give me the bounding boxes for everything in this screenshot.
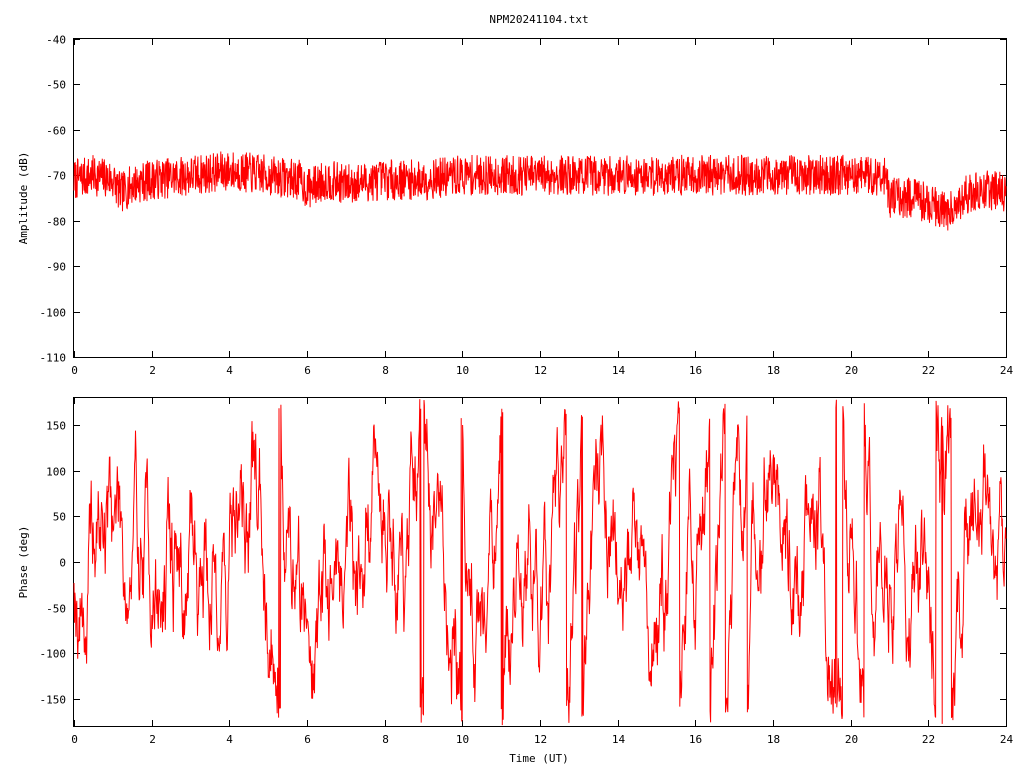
phase-y-tick-label: 100 <box>46 466 66 479</box>
amplitude-x-tick-label: 16 <box>689 364 702 377</box>
phase-x-tick-label: 4 <box>226 733 233 746</box>
amplitude-x-tick-label: 10 <box>456 364 469 377</box>
phase-panel: 0 2 4 6 8 10 12 14 16 18 20 22 24150100500-50-100-15… <box>17 397 1014 765</box>
amplitude-x-tick-label: 24 <box>1000 364 1014 377</box>
amplitude-x-tick-label: 22 <box>922 364 935 377</box>
phase-x-tick-label: 12 <box>534 733 547 746</box>
phase-x-tick-label: 2 <box>149 733 156 746</box>
chart-title: NPM20241104.txt <box>489 13 588 26</box>
phase-x-tick-label: 14 <box>612 733 626 746</box>
amplitude-x-tick-label: 4 <box>226 364 233 377</box>
amplitude-y-axis-label: Amplitude (dB) <box>17 152 30 245</box>
phase-y-tick-label: -50 <box>46 603 66 616</box>
phase-y-tick-label: 50 <box>53 511 66 524</box>
phase-y-axis-label: Phase (deg) <box>17 526 30 599</box>
amplitude-x-tick-label: 0 <box>71 364 78 377</box>
amplitude-y-tick-label: -60 <box>46 125 66 138</box>
amplitude-x-tick-label: 6 <box>304 364 311 377</box>
amplitude-x-tick-label: 8 <box>382 364 389 377</box>
amplitude-y-tick-label: -80 <box>46 216 66 229</box>
phase-x-tick-label: 22 <box>922 733 935 746</box>
amplitude-panel: 0 2 4 6 8 10 12 14 16 18 20 22 24-40-50-60-70-80-90-… <box>17 34 1013 378</box>
amplitude-y-tick-label: -40 <box>46 34 66 47</box>
phase-series-line <box>73 399 1007 726</box>
amplitude-x-tick-label: 12 <box>534 364 547 377</box>
amplitude-y-tick-label: -110 <box>40 352 67 365</box>
phase-y-tick-label: 150 <box>46 420 66 433</box>
phase-x-tick-label: 18 <box>767 733 780 746</box>
phase-x-tick-label: 0 <box>71 733 78 746</box>
amplitude-x-tick-label: 2 <box>149 364 156 377</box>
phase-plot-frame <box>73 397 1007 727</box>
phase-y-tick-label: -150 <box>40 694 67 707</box>
amplitude-y-tick-label: -90 <box>46 261 66 274</box>
phase-x-tick-label: 6 <box>304 733 311 746</box>
amplitude-y-tick-label: -70 <box>46 170 66 183</box>
phase-y-tick-label: 0 <box>59 557 66 570</box>
phase-x-tick-label: 16 <box>689 733 702 746</box>
phase-y-tick-label: -100 <box>40 648 67 661</box>
x-axis-label: Time (UT) <box>509 752 569 765</box>
amplitude-plot-frame <box>73 38 1007 358</box>
amplitude-series-line <box>73 151 1007 231</box>
amplitude-x-tick-label: 14 <box>612 364 626 377</box>
amplitude-y-tick-label: -50 <box>46 79 66 92</box>
amplitude-x-tick-label: 18 <box>767 364 780 377</box>
phase-x-tick-label: 24 <box>1000 733 1014 746</box>
amplitude-y-tick-label: -100 <box>40 307 67 320</box>
phase-x-tick-label: 8 <box>382 733 389 746</box>
amplitude-x-tick-label: 20 <box>845 364 858 377</box>
phase-x-tick-label: 10 <box>456 733 469 746</box>
phase-x-tick-label: 20 <box>845 733 858 746</box>
